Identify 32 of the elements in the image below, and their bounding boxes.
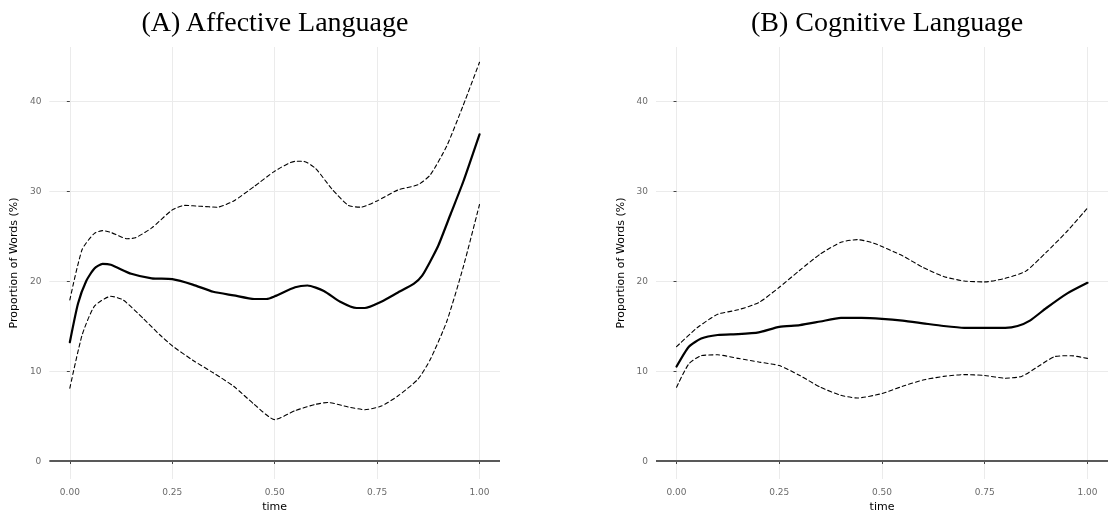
y-axis-title: Proportion of Words (%) <box>7 197 20 329</box>
line-series <box>676 354 1088 399</box>
line-series <box>675 281 1089 368</box>
chart-title: (A) Affective Language <box>141 5 409 37</box>
x-tick-label: 1.00 <box>1077 486 1098 497</box>
y-tick-label: 30 <box>636 186 649 196</box>
x-tick-label: 0.50 <box>264 486 285 497</box>
y-tick-label: 30 <box>29 186 42 196</box>
y-tick-label: 20 <box>636 276 649 286</box>
y-tick-label: 0 <box>35 456 42 466</box>
x-tick-label: 0.00 <box>59 486 81 497</box>
x-axis-title: time <box>869 500 895 513</box>
y-axis-title: Proportion of Words (%) <box>613 197 627 329</box>
chart-title: (B) Cognitive Language <box>750 5 1024 37</box>
y-tick-label: 10 <box>636 366 649 376</box>
x-tick-label: 0.75 <box>974 486 995 497</box>
x-tick-label: 0.00 <box>666 486 687 497</box>
line-series <box>68 133 481 344</box>
y-tick-label: 40 <box>636 96 649 106</box>
x-tick-label: 0.25 <box>769 486 790 497</box>
line-series <box>69 61 481 301</box>
x-tick-label: 0.50 <box>871 486 893 497</box>
x-tick-label: 1.00 <box>469 486 490 497</box>
y-tick-label: 40 <box>29 96 42 106</box>
y-tick-label: 10 <box>29 366 42 376</box>
y-tick-label: 0 <box>642 456 649 466</box>
x-tick-label: 0.25 <box>162 486 183 497</box>
line-series <box>676 207 1088 348</box>
line-series <box>69 203 481 421</box>
x-tick-label: 0.75 <box>367 486 388 497</box>
x-axis-title: time <box>262 500 288 513</box>
y-tick-label: 20 <box>29 276 42 286</box>
